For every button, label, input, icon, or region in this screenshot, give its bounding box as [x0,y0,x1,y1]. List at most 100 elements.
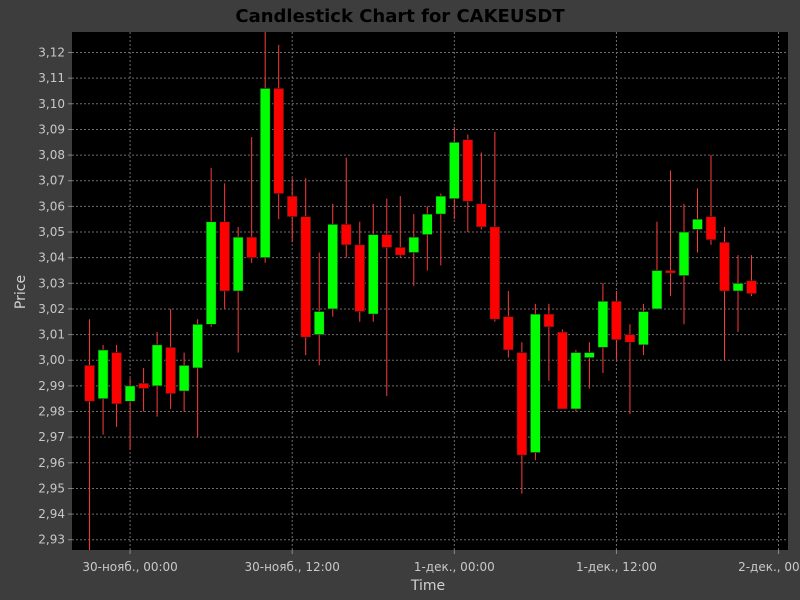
candle-body-up [259,88,271,258]
candle-body-down [557,331,568,410]
candle-body-down [354,244,366,312]
candle-body-down [503,316,514,351]
candle [246,137,257,263]
candle [462,134,474,233]
candle-body-up [178,365,190,392]
candle-body-down [246,236,257,258]
candle-body-down [394,247,406,256]
candle [367,203,379,322]
candle-body-down [624,334,636,343]
y-tick-label: 2,95 [38,481,65,495]
candle [259,32,271,263]
candle [489,132,501,322]
candle [192,319,203,438]
candle-body-up [597,300,609,348]
candle [435,193,447,266]
candle-body-down [138,383,149,389]
y-tick-label: 3,00 [38,353,65,367]
candle [516,342,528,494]
candle [584,342,595,389]
candle-body-up [232,236,244,292]
candle [611,291,622,361]
candle-body-down [340,224,352,246]
candle [138,367,149,412]
y-tick-label: 2,97 [38,430,65,444]
candle [732,255,744,333]
candle-body-up [408,236,420,253]
y-tick-label: 2,99 [38,379,65,393]
y-tick-label: 3,06 [38,199,65,213]
candle [313,252,325,366]
candle [719,226,730,361]
candle [97,344,109,435]
x-axis-ticks: 30-нояб., 00:00 30-нояб., 12:00 1-дек., 00… [82,550,800,574]
y-tick-label: 3,09 [38,122,65,136]
candle-body-up [530,313,541,453]
candle [327,203,339,317]
candle-body-down [516,352,528,456]
candle [286,178,298,243]
candle [503,291,514,358]
candle-body-down [300,216,312,338]
candle-body-up [421,213,433,235]
candle-body-up [651,270,663,310]
x-tick-label: 30-нояб., 00:00 [82,560,177,574]
candle-body-down [746,280,757,294]
y-tick-label: 3,11 [38,71,65,85]
candle [543,303,555,381]
x-tick-label: 30-нояб., 12:00 [244,560,339,574]
candle-body-up [584,352,595,358]
candle [300,178,312,356]
candle [746,255,757,297]
candle [219,183,230,309]
candle [476,152,487,230]
candle [705,155,717,245]
y-tick-label: 3,05 [38,225,65,239]
candles [84,32,757,550]
candle-body-up [205,221,217,325]
candle [597,283,609,374]
candle [408,214,420,286]
y-tick-label: 3,02 [38,302,65,316]
candle-body-down [476,203,487,228]
candle [111,344,122,427]
candle [530,303,541,461]
y-tick-label: 2,96 [38,456,65,470]
candle-body-down [543,313,555,328]
candle-body-up [638,311,649,346]
y-axis-ticks: 2,93 2,94 2,95 2,96 2,97 2,98 2,99 3,00 3,01 3,02… [38,46,72,547]
candle [638,303,649,356]
candle [665,170,676,297]
candle-body-down [719,241,730,292]
plot-background [72,32,788,550]
candle-body-down [273,88,284,194]
candle [165,308,176,409]
candle-body-up [732,283,744,292]
candle [421,206,433,271]
candle-body-up [435,195,447,215]
candle-body-down [286,195,298,217]
candle-body-down [705,216,717,241]
candle-body-up [192,324,203,369]
y-tick-label: 3,03 [38,276,65,290]
y-tick-label: 3,07 [38,174,65,188]
candle [678,203,690,325]
candle [557,329,568,410]
candle-body-down [165,347,176,394]
x-tick-label: 1-дек., 00:00 [414,560,495,574]
chart-title: Candlestick Chart for CAKEUSDT [235,6,565,27]
candle-body-down [84,365,95,402]
candle [449,126,460,220]
candle [394,196,406,258]
candle [651,221,663,310]
candle-body-down [462,139,474,202]
y-tick-label: 3,01 [38,328,65,342]
candle [692,188,703,253]
candle-body-up [692,218,703,230]
candle [84,319,95,550]
candle [232,226,244,353]
candle-body-down [219,221,230,292]
candle-body-up [97,349,109,400]
candle [340,157,352,258]
